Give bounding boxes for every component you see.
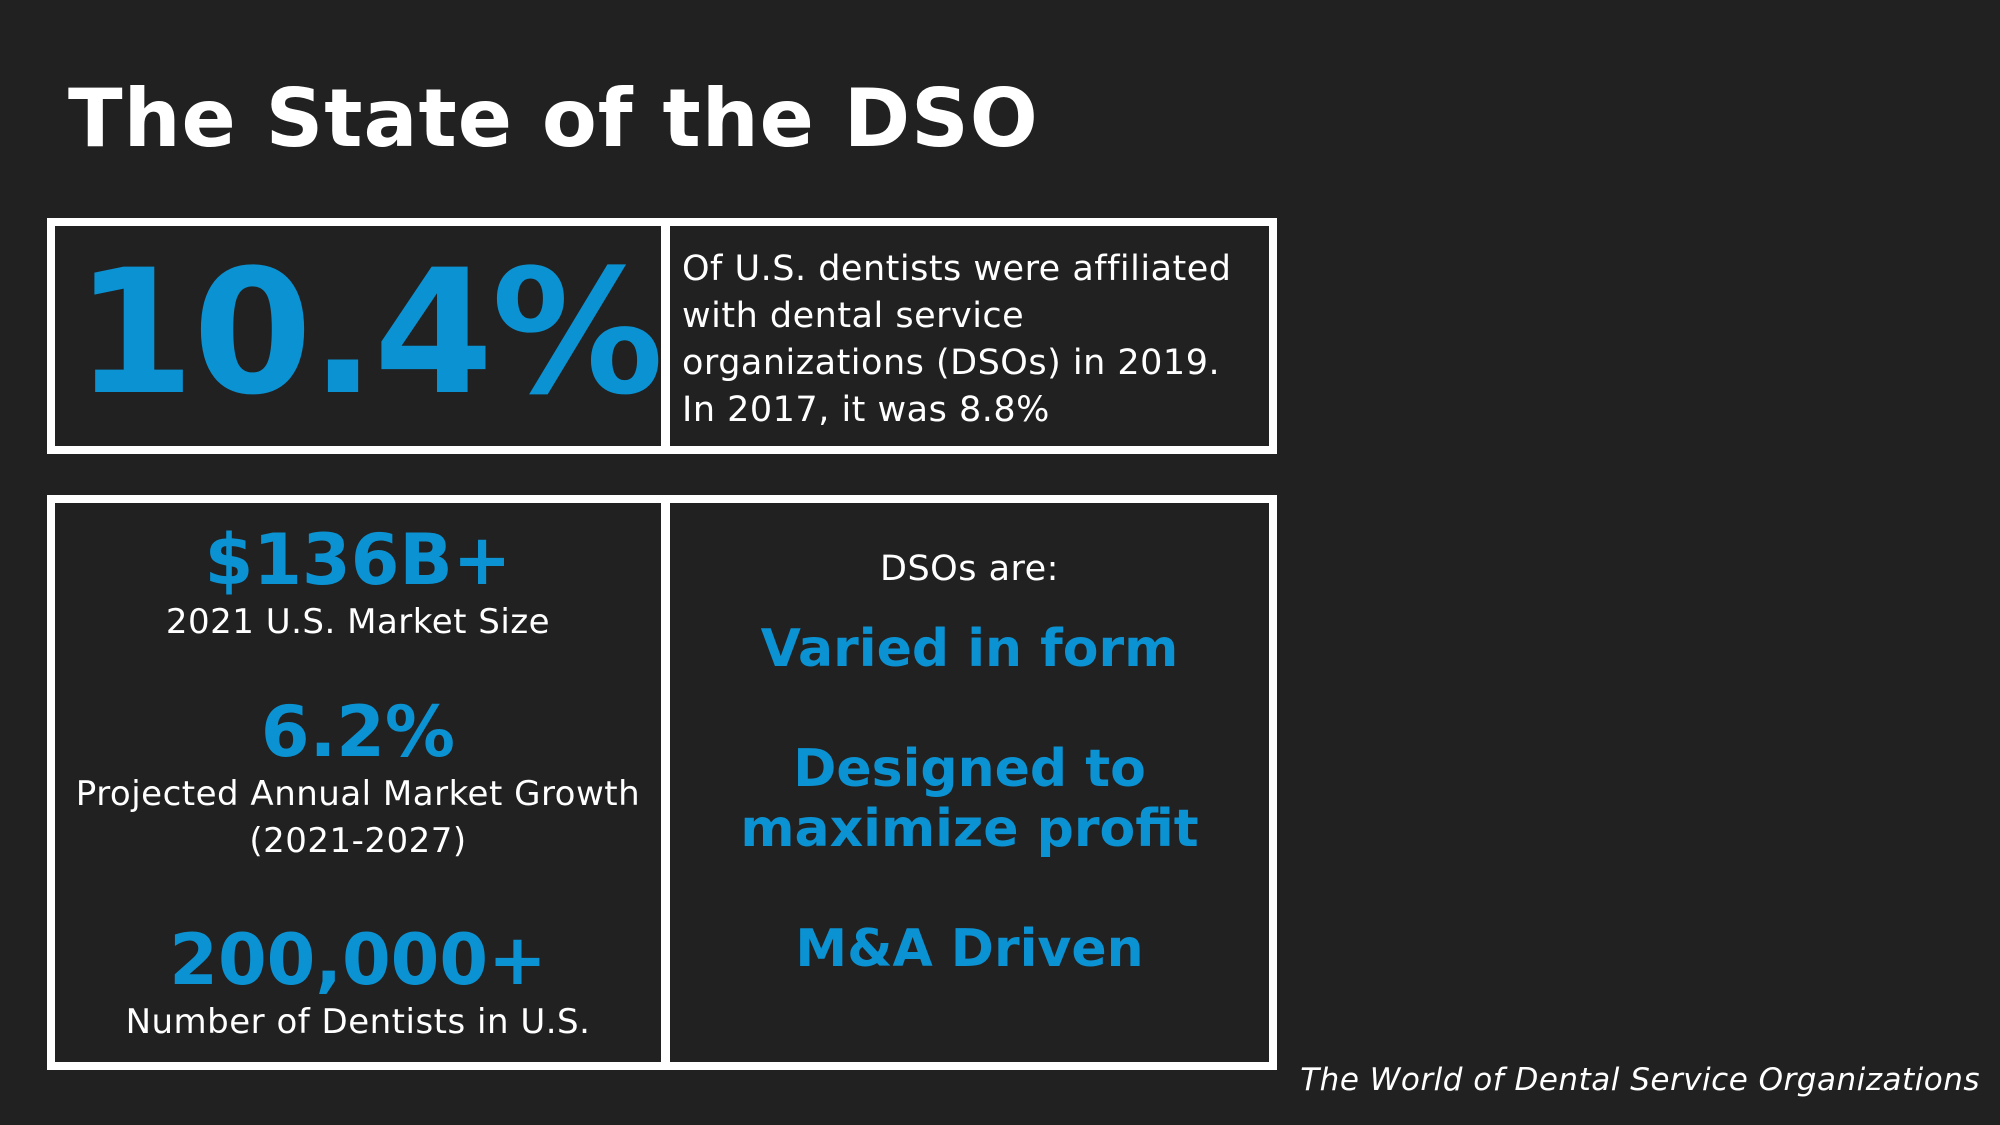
stat-market-size: $136B+ 2021 U.S. Market Size bbox=[55, 521, 661, 646]
bottom-panel: $136B+ 2021 U.S. Market Size 6.2% Projec… bbox=[47, 495, 1277, 1070]
stat-label: 2021 U.S. Market Size bbox=[165, 602, 551, 642]
footer-caption: The World of Dental Service Organization… bbox=[1300, 1062, 1980, 1098]
big-stat-value: 10.4% bbox=[75, 232, 664, 433]
dso-trait: Designed to maximize profit bbox=[740, 739, 1199, 859]
stat-dentist-count: 200,000+ Number of Dentists in U.S. bbox=[55, 921, 661, 1046]
dso-traits-column: DSOs are: Varied in form Designed to max… bbox=[670, 503, 1269, 1062]
top-stat-panel: 10.4% Of U.S. dentists were affiliated w… bbox=[47, 218, 1277, 454]
dso-trait: M&A Driven bbox=[795, 919, 1144, 979]
panel-divider bbox=[661, 226, 670, 446]
market-stats-column: $136B+ 2021 U.S. Market Size 6.2% Projec… bbox=[55, 503, 661, 1062]
slide-title: The State of the DSO bbox=[68, 72, 1039, 165]
stat-label: Projected Annual Market Growth (2021-202… bbox=[75, 774, 641, 861]
stat-value: $136B+ bbox=[204, 519, 512, 601]
stat-label: Number of Dentists in U.S. bbox=[125, 1002, 591, 1042]
dso-traits-intro: DSOs are: bbox=[880, 549, 1059, 589]
stat-value: 200,000+ bbox=[169, 919, 547, 1001]
dso-trait: Varied in form bbox=[760, 619, 1179, 679]
big-stat-description: Of U.S. dentists were affiliated with de… bbox=[682, 249, 1232, 430]
stat-value: 6.2% bbox=[260, 691, 456, 773]
stat-market-growth: 6.2% Projected Annual Market Growth (202… bbox=[55, 693, 661, 865]
panel-divider bbox=[661, 503, 670, 1062]
